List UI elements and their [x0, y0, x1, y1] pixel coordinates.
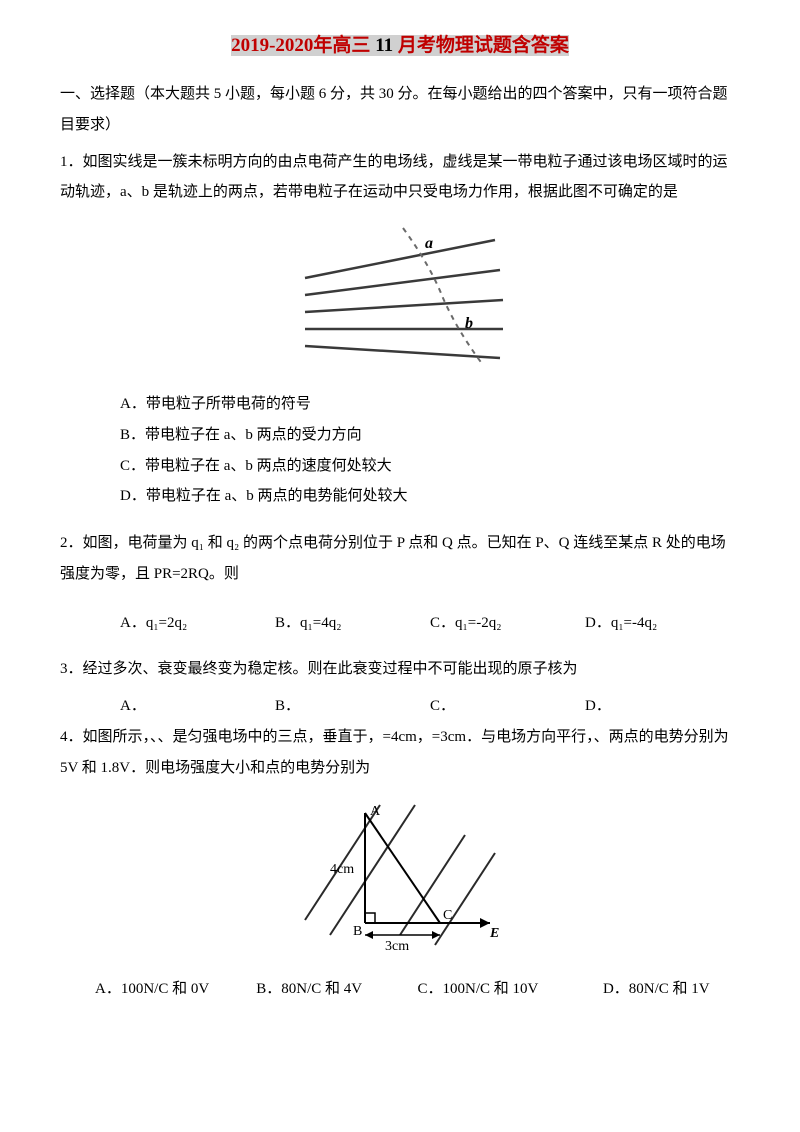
q1-options: A．带电粒子所带电荷的符号 B．带电粒子在 a、b 两点的受力方向 C．带电粒子… [120, 389, 740, 512]
q1-opt-b: B．带电粒子在 a、b 两点的受力方向 [120, 420, 740, 451]
q3-opt-c: C． [430, 691, 585, 722]
q4-stem: 4．如图所示，、、是匀强电场中的三点，垂直于，=4cm，=3cm．与电场方向平行… [60, 722, 740, 784]
title-part2: 年高三 [313, 35, 370, 56]
q4-opt-a: A．100N/C 和 0V [95, 974, 256, 1005]
q4-opt-b: B．80N/C 和 4V [256, 974, 417, 1005]
q2-opt-d: D．q₁=-4q₂ [585, 608, 740, 639]
q3-options: A． B． C． D． [120, 691, 740, 722]
q4-figure: A B C E 4cm 3cm [60, 795, 740, 960]
svg-text:3cm: 3cm [385, 939, 409, 954]
q4-options: A．100N/C 和 0V B．80N/C 和 4V C．100N/C 和 10… [95, 974, 740, 1005]
spacer [60, 596, 740, 602]
title-part4: 月考物理试题含答案 [398, 35, 569, 56]
q1-opt-a: A．带电粒子所带电荷的符号 [120, 389, 740, 420]
q3-opt-b: B． [275, 691, 430, 722]
section-header: 一、选择题（本大题共 5 小题，每小题 6 分，共 30 分。在每小题给出的四个… [60, 79, 740, 141]
q2-opt-b: B．q₁=4q₂ [275, 608, 430, 639]
q1-field-lines-diagram: a b [285, 220, 515, 370]
q4-opt-d: D．80N/C 和 1V [603, 974, 740, 1005]
q1-stem: 1．如图实线是一簇未标明方向的由点电荷产生的电场线，虚线是某一带电粒子通过该电场… [60, 147, 740, 209]
svg-text:b: b [465, 315, 473, 332]
svg-text:C: C [443, 908, 452, 923]
svg-text:4cm: 4cm [330, 862, 354, 877]
svg-text:a: a [425, 235, 433, 252]
title-part1: 2019-2020 [231, 35, 313, 56]
q2-opt-a: A．q₁=2q₂ [120, 608, 275, 639]
svg-text:A: A [370, 804, 381, 819]
q3-opt-a: A． [120, 691, 275, 722]
q4-opt-c: C．100N/C 和 10V [418, 974, 603, 1005]
q4-field-triangle-diagram: A B C E 4cm 3cm [295, 795, 505, 955]
exam-page: 2019-2020年高三 11 月考物理试题含答案 一、选择题（本大题共 5 小… [0, 0, 800, 1035]
q2-options: A．q₁=2q₂ B．q₁=4q₂ C．q₁=-2q₂ D．q₁=-4q₂ [120, 608, 740, 639]
q3-opt-d: D． [585, 691, 740, 722]
spacer [60, 512, 740, 522]
svg-text:B: B [353, 924, 362, 939]
q1-opt-d: D．带电粒子在 a、b 两点的电势能何处较大 [120, 481, 740, 512]
page-title: 2019-2020年高三 11 月考物理试题含答案 [60, 30, 740, 57]
q3-stem: 3．经过多次、衰变最终变为稳定核。则在此衰变过程中不可能出现的原子核为 [60, 654, 740, 685]
title-part3: 11 [370, 35, 397, 56]
q1-opt-c: C．带电粒子在 a、b 两点的速度何处较大 [120, 451, 740, 482]
q1-figure: a b [60, 220, 740, 375]
spacer [60, 638, 740, 648]
q2-stem: 2．如图，电荷量为 q₁ 和 q₂ 的两个点电荷分别位于 P 点和 Q 点。已知… [60, 528, 740, 590]
svg-text:E: E [489, 926, 499, 941]
q2-opt-c: C．q₁=-2q₂ [430, 608, 585, 639]
